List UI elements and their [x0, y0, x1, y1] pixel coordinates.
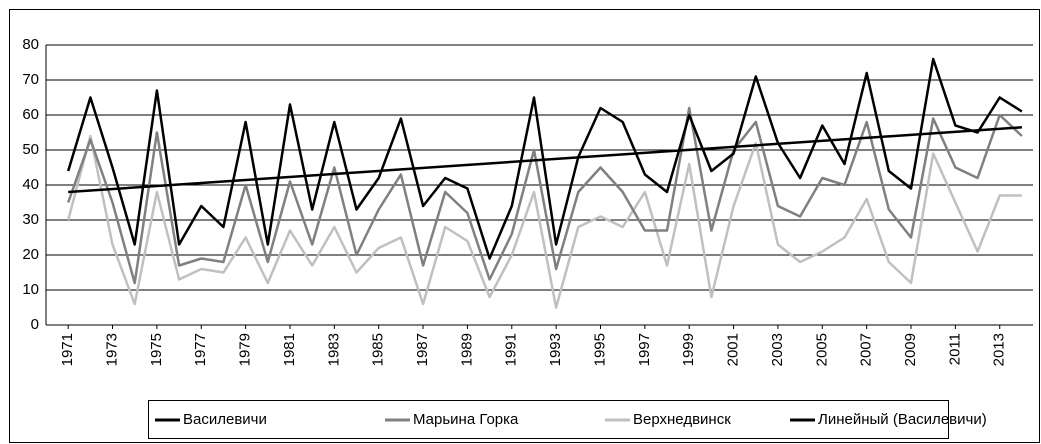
series-line: [66, 134, 1022, 309]
x-tick-label: 1999: [680, 333, 697, 366]
x-tick-label: 1987: [414, 333, 431, 366]
x-tick-label: 1975: [148, 333, 165, 366]
y-tick-label: 50: [22, 141, 39, 158]
chart-frame: [9, 9, 1040, 443]
x-tick-label: 1971: [59, 333, 76, 366]
series-line: [67, 57, 1023, 260]
legend-label: Марьина Горка: [413, 411, 519, 428]
y-tick-label: 20: [22, 246, 39, 263]
x-tick-label: 2013: [991, 333, 1008, 366]
x-tick-label: 1993: [547, 333, 564, 366]
x-tick-label: 1983: [325, 333, 342, 366]
x-tick-label: 1997: [636, 333, 653, 366]
legend-label: Линейный (Василевичи): [818, 411, 987, 428]
series-line: [68, 126, 1022, 194]
y-tick-label: 10: [22, 281, 39, 298]
series-line: [67, 106, 1023, 285]
legend-label: Верхнедвинск: [633, 411, 731, 428]
x-tick-label: 1979: [237, 333, 254, 366]
y-tick-label: 0: [31, 316, 39, 333]
x-tick-label: 1985: [370, 333, 387, 366]
x-tick-label: 2011: [946, 333, 963, 365]
x-tick-label: 1995: [591, 333, 608, 366]
y-tick-label: 60: [22, 106, 39, 123]
legend-label: Василевичи: [183, 411, 267, 428]
x-tick-label: 1989: [458, 333, 475, 366]
x-tick-label: 2009: [902, 333, 919, 366]
x-tick-label: 1977: [192, 333, 209, 366]
x-tick-label: 2003: [769, 333, 786, 366]
x-tick-label: 2001: [725, 333, 742, 366]
x-tick-label: 2005: [813, 333, 830, 366]
x-tick-label: 1991: [503, 333, 520, 366]
x-tick-label: 2007: [858, 333, 875, 366]
legend-box: [148, 400, 949, 439]
x-tick-label: 1973: [104, 333, 121, 366]
y-tick-label: 40: [22, 176, 39, 193]
y-tick-label: 80: [22, 36, 39, 53]
y-tick-label: 30: [22, 211, 39, 228]
x-tick-label: 1981: [281, 333, 298, 366]
y-tick-label: 70: [22, 71, 39, 88]
